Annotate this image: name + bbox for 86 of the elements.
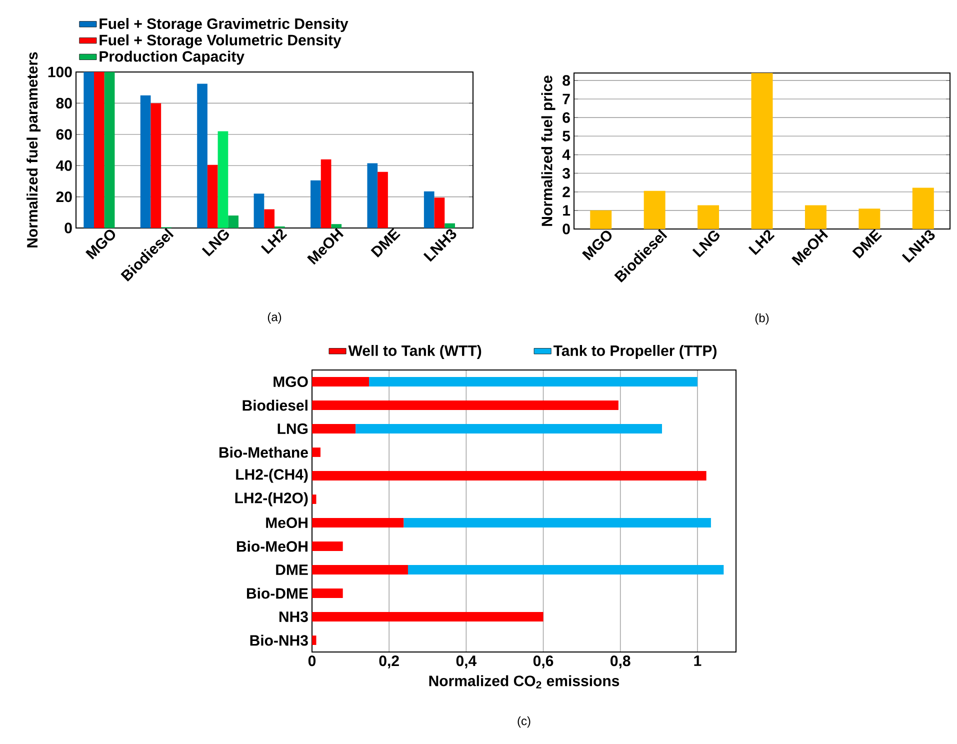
y-axis-title: Normalized fuel parameters: [26, 52, 41, 248]
bar: [140, 95, 151, 228]
x-tick-label: LH2: [260, 229, 288, 254]
bar: [312, 448, 320, 457]
bar: [367, 163, 378, 228]
y-tick-label: Bio-NH3: [250, 634, 308, 646]
x-tick-label: 0,4: [456, 656, 477, 668]
x-tick-label: 1: [694, 656, 702, 666]
bar: [312, 565, 408, 574]
y-tick-label: DME: [276, 564, 308, 575]
legend-label: Production Capacity: [100, 50, 244, 65]
bar: [444, 223, 455, 228]
bar: [264, 209, 275, 228]
bar: [331, 224, 342, 228]
bar: [698, 205, 720, 229]
bar: [312, 377, 370, 386]
x-tick-label: 0,2: [379, 656, 399, 668]
bar: [312, 494, 316, 504]
y-tick-label: 100: [48, 66, 72, 78]
x-tick-label: LH2: [748, 230, 775, 256]
bar: [312, 424, 356, 434]
y-tick-label: LH2-(CH4): [236, 468, 308, 483]
bar: [804, 205, 826, 229]
x-tick-label: 0,8: [610, 656, 630, 668]
legend-label: Well to Tank (WTT): [348, 344, 482, 359]
bar: [356, 424, 662, 434]
x-axis-title: Normalized CO$_{2}$ emissions: [429, 675, 620, 688]
y-tick-label: 4: [562, 150, 570, 160]
bar: [104, 72, 115, 228]
y-tick-label: MGO: [274, 376, 308, 388]
y-tick-label: Biodiesel: [242, 400, 308, 411]
y-tick-label: 80: [56, 98, 72, 108]
bar: [590, 210, 612, 229]
bar: [404, 518, 711, 528]
bar: [312, 612, 544, 622]
y-tick-label: 20: [56, 191, 72, 202]
bar: [644, 190, 666, 229]
bar: [94, 72, 104, 228]
bar: [310, 180, 321, 228]
bar: [312, 588, 343, 598]
bar: [912, 188, 934, 229]
bar: [751, 73, 773, 229]
bar: [207, 164, 218, 228]
legend-label: Tank to Propeller (TTP): [553, 344, 716, 359]
y-tick-label: 7: [562, 94, 570, 104]
bar: [424, 191, 434, 228]
bar: [312, 542, 343, 551]
y-tick-label: LNG: [278, 423, 308, 434]
legend-label: Fuel + Storage Volumetric Density: [100, 34, 342, 48]
y-tick-label: NH3: [279, 611, 308, 622]
bar: [378, 172, 388, 228]
text: (c): [518, 716, 530, 728]
y-tick-label: 3: [562, 168, 570, 179]
bar: [150, 103, 162, 228]
bar: [320, 159, 332, 228]
y-tick-label: 40: [56, 160, 72, 171]
bar: [312, 400, 618, 410]
y-tick-label: 5: [562, 130, 570, 142]
y-tick-label: LH2-(H2O): [235, 492, 308, 506]
y-axis-title: Normalized fuel price: [541, 76, 556, 226]
y-tick-label: 2: [562, 186, 570, 198]
y-tick-label: 1: [563, 205, 570, 216]
bar: [312, 518, 404, 528]
bar: [434, 198, 445, 228]
bar: [218, 131, 228, 228]
legend-label: Fuel + Storage Gravimetric Density: [100, 18, 348, 32]
x-tick-label: 0: [308, 656, 316, 666]
bar: [84, 72, 94, 228]
y-tick-label: Bio-Methane: [219, 446, 308, 458]
bar: [228, 216, 238, 228]
x-tick-label: 0,6: [533, 656, 554, 668]
text: (b): [755, 313, 769, 325]
bar: [408, 565, 724, 574]
bar: [254, 194, 264, 228]
y-tick-label: Bio-DME: [246, 588, 308, 599]
y-tick-label: Bio-MeOH: [236, 540, 308, 552]
y-tick-label: 6: [562, 112, 570, 123]
y-tick-label: MeOH: [266, 517, 308, 528]
text: (a): [268, 312, 282, 324]
bar: [858, 208, 880, 229]
y-tick-label: 8: [562, 75, 570, 86]
bar: [369, 377, 698, 386]
bar: [312, 471, 706, 480]
bar: [197, 84, 208, 228]
y-tick-label: 60: [56, 129, 72, 140]
bar: [312, 636, 316, 645]
